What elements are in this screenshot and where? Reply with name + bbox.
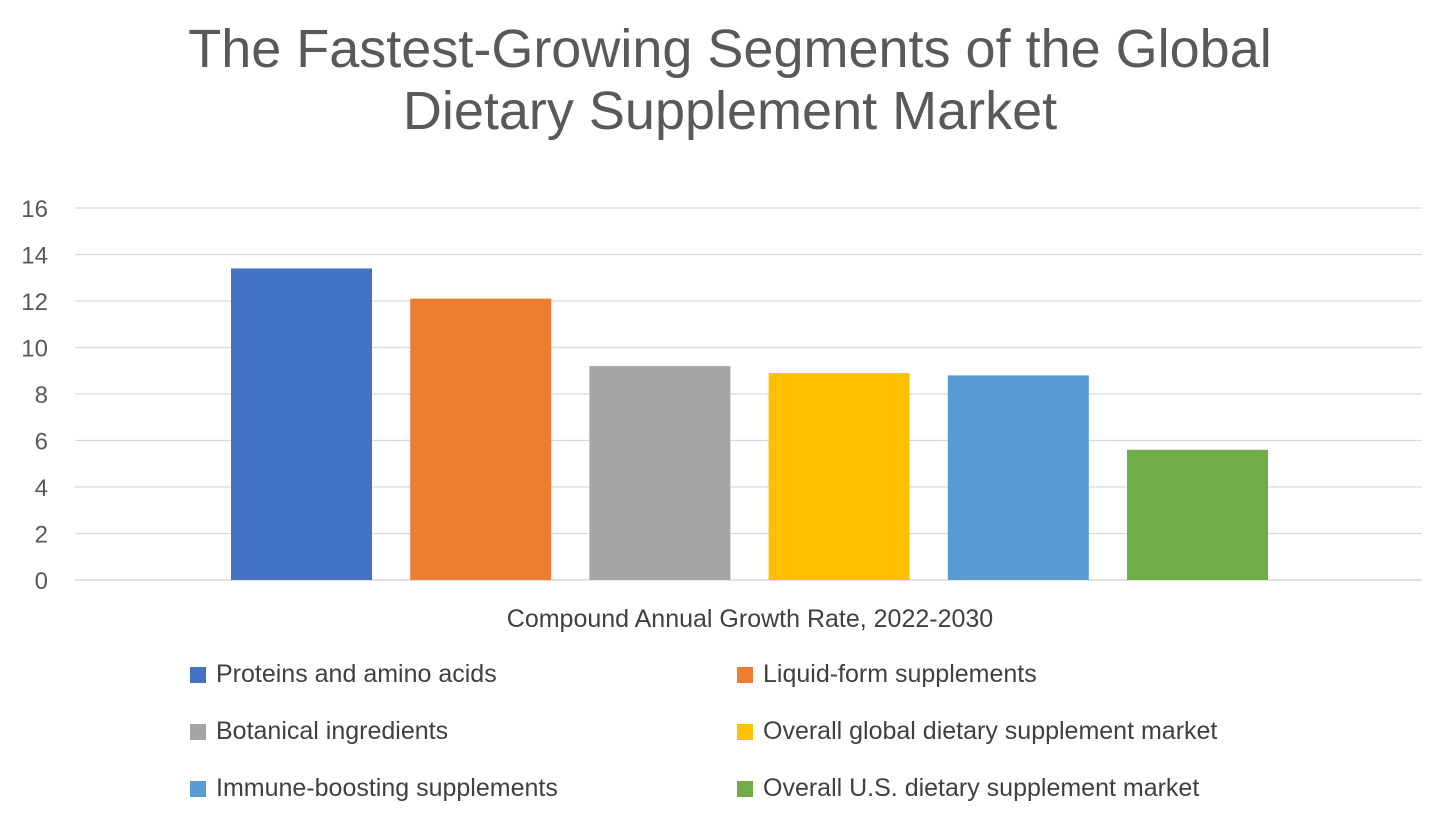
- bar: [947, 375, 1089, 580]
- bar: [589, 366, 731, 580]
- bar: [1127, 449, 1268, 580]
- legend-label: Immune-boosting supplements: [216, 774, 558, 802]
- legend-swatch: [190, 780, 206, 797]
- y-tick-label: 2: [35, 522, 48, 549]
- legend-swatch: [190, 666, 206, 683]
- y-tick-label: 14: [21, 243, 48, 270]
- y-tick-label: 16: [21, 196, 48, 223]
- y-tick-label: 12: [21, 289, 48, 316]
- x-axis-label: Compound Annual Growth Rate, 2022-2030: [507, 605, 993, 633]
- y-tick-label: 10: [21, 336, 48, 363]
- legend-label: Overall global dietary supplement market: [763, 717, 1218, 745]
- legend-item: Overall U.S. dietary supplement market: [737, 774, 1199, 803]
- legend-swatch: [737, 723, 753, 740]
- legend-item: Botanical ingredients: [190, 717, 448, 746]
- chart-title: The Fastest-Growing Segments of the Glob…: [80, 18, 1380, 142]
- bar: [410, 298, 552, 580]
- legend-label: Botanical ingredients: [216, 717, 449, 745]
- legend-label: Overall U.S. dietary supplement market: [763, 774, 1200, 802]
- y-tick-label: 0: [35, 568, 48, 595]
- chart-title-line-2: Dietary Supplement Market: [402, 81, 1058, 141]
- legend-item: Liquid-form supplements: [737, 660, 1037, 689]
- y-tick-label: 8: [35, 382, 48, 409]
- legend-swatch: [190, 723, 206, 740]
- y-tick-label: 4: [35, 475, 48, 502]
- legend-item: Immune-boosting supplements: [190, 774, 558, 803]
- bar: [768, 373, 910, 580]
- legend-label: Liquid-form supplements: [763, 660, 1037, 688]
- y-tick-label: 6: [35, 429, 48, 456]
- bar: [231, 268, 372, 580]
- legend-label: Proteins and amino acids: [216, 660, 497, 688]
- legend-item: Proteins and amino acids: [190, 660, 497, 689]
- legend-swatch: [737, 666, 753, 683]
- chart-title-line-1: The Fastest-Growing Segments of the Glob…: [188, 19, 1272, 79]
- legend-item: Overall global dietary supplement market: [737, 717, 1217, 746]
- legend-swatch: [737, 780, 753, 797]
